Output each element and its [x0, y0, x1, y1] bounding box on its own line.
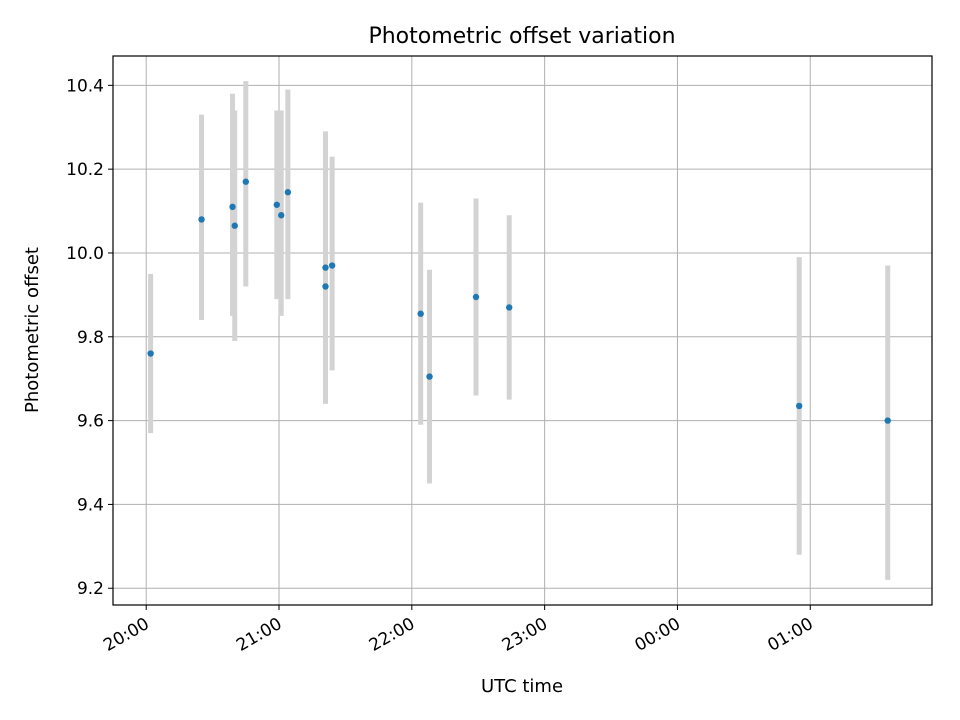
data-point [795, 402, 803, 410]
data-point [328, 262, 336, 269]
x-tick-label: 00:00 [632, 614, 684, 656]
data-point [884, 417, 891, 424]
y-tick-label: 10.4 [66, 76, 104, 96]
data-point [284, 189, 292, 196]
y-axis-label: Photometric offset [22, 247, 43, 413]
x-tick-label: 21:00 [233, 614, 285, 656]
plot-frame [112, 55, 933, 606]
error-bars [148, 81, 891, 580]
data-point [417, 310, 424, 317]
x-tick-label: 23:00 [499, 614, 551, 656]
data-point [322, 264, 329, 271]
x-tick-label: 01:00 [764, 614, 816, 656]
x-tick-label: 20:00 [100, 614, 152, 656]
data-point [229, 203, 236, 211]
y-tick-label: 9.8 [77, 328, 104, 348]
x-axis-ticks: 20:00 21:00 22:00 23:00 00:00 01:00 [100, 605, 817, 656]
y-tick-label: 9.4 [77, 495, 104, 515]
data-point [198, 216, 205, 223]
data-point [472, 293, 480, 301]
data-point [147, 350, 154, 357]
y-tick-label: 9.2 [77, 579, 104, 599]
data-point [278, 212, 285, 219]
data-point [322, 283, 329, 290]
x-tick-label: 22:00 [366, 614, 418, 656]
data-point [242, 178, 250, 185]
data-point [273, 201, 280, 208]
chart-title: Photometric offset variation [368, 24, 675, 49]
y-tick-label: 9.6 [77, 412, 104, 432]
y-tick-label: 10.2 [66, 160, 104, 180]
y-tick-label: 10.0 [66, 244, 104, 264]
data-point [231, 222, 238, 229]
y-axis-ticks: 9.2 9.4 9.6 9.8 10.0 10.2 10.4 [66, 76, 113, 599]
grid-lines [113, 56, 932, 605]
data-point [426, 373, 433, 380]
data-point [506, 304, 513, 311]
data-points [147, 178, 891, 424]
x-axis-label: UTC time [481, 676, 563, 697]
